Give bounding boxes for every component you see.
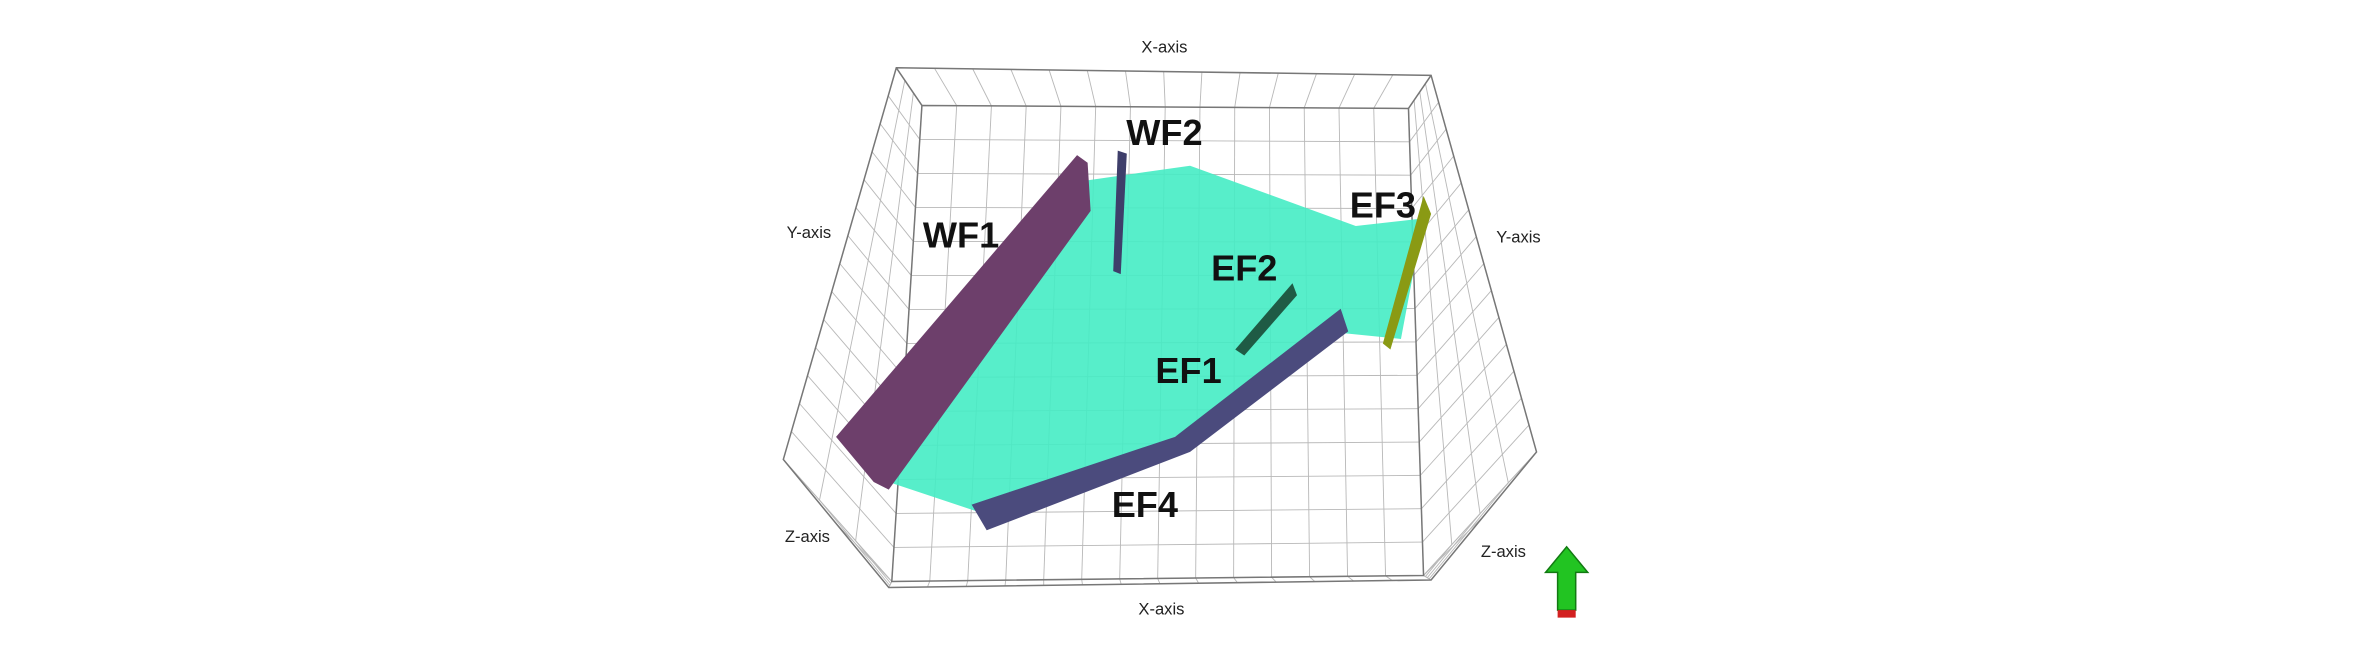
grid-line: [1199, 72, 1203, 108]
grid-line: [1309, 576, 1316, 582]
grid-line: [893, 541, 1423, 548]
grid-line: [1233, 577, 1238, 583]
grid-line: [1421, 397, 1522, 510]
grid-line: [799, 403, 897, 514]
grid-line: [1423, 451, 1537, 576]
fault-label: EF2: [1211, 248, 1277, 289]
fault-ef3: [1382, 195, 1432, 350]
grid-line: [1385, 575, 1393, 581]
grid-line: [1163, 71, 1166, 107]
grid-line: [1195, 577, 1200, 584]
grid-line: [1157, 578, 1161, 584]
grid-line: [1010, 69, 1027, 107]
box-edge: [895, 67, 923, 106]
grid-line: [1423, 515, 1485, 576]
grid-line: [1119, 578, 1122, 585]
grid-line: [1373, 74, 1394, 109]
grid-line: [934, 68, 958, 106]
box-edge: [1407, 74, 1432, 109]
grid-line: [1271, 576, 1277, 583]
y-axis-label: Y-axis: [1496, 227, 1541, 246]
grid-line: [1410, 128, 1447, 176]
grid-line: [1086, 70, 1097, 107]
grid-line: [782, 459, 893, 582]
grid-line: [887, 95, 921, 140]
fault-label: WF2: [1126, 112, 1202, 153]
z-axis-label: Z-axis: [1481, 542, 1526, 561]
grid-line: [839, 263, 908, 344]
grid-line: [1234, 72, 1241, 108]
z-axis-label: Z-axis: [785, 527, 830, 546]
arrow-up: [1543, 545, 1590, 611]
grid-line: [1417, 317, 1500, 409]
grid-line: [1416, 290, 1492, 376]
scene: X-axis X-axis Y-axis Y-axis Z-axis Z-axi…: [782, 38, 1590, 618]
grid-line: [1081, 579, 1083, 585]
grid-line: [871, 151, 916, 208]
grid-line: [1125, 70, 1131, 107]
grid-line: [831, 291, 906, 378]
grid-line: [791, 431, 895, 548]
horizon-surface: [843, 165, 1424, 513]
grid-line: [927, 580, 931, 588]
fault-ef4-ef1: [971, 308, 1349, 531]
grid-line: [1413, 209, 1470, 276]
grid-line: [1338, 74, 1356, 109]
fault-label: EF1: [1155, 350, 1221, 391]
fault-wf2: [1113, 150, 1127, 275]
grid-line: [888, 581, 893, 588]
grid-line: [847, 235, 910, 310]
grid-line: [863, 179, 914, 242]
fault-label: EF3: [1350, 184, 1416, 225]
x-axis-label: X-axis: [1141, 38, 1187, 57]
grid-line: [1419, 370, 1515, 476]
grid-line: [919, 138, 1410, 143]
grid-line: [1411, 155, 1455, 209]
grid-line: [1414, 236, 1477, 309]
grid-line: [1303, 73, 1317, 108]
grid-line: [855, 207, 912, 276]
grid-line: [1415, 263, 1485, 343]
grid-line: [879, 123, 918, 174]
fault-wf1: [836, 155, 1091, 490]
grid-line: [1418, 344, 1507, 443]
grid-line: [965, 580, 969, 587]
grid-line: [835, 523, 893, 582]
x-axis-label: X-axis: [1138, 599, 1184, 618]
grid-line: [1347, 575, 1354, 582]
fault-label: WF1: [923, 215, 999, 256]
grid-line: [1422, 424, 1530, 543]
fault-ef2: [1235, 283, 1298, 356]
orientation-arrow: [1543, 545, 1590, 618]
grid-line: [972, 68, 992, 107]
grid-line: [1409, 101, 1439, 143]
grid-line: [1423, 575, 1432, 581]
grid-line: [1269, 73, 1279, 108]
fault-label: EF4: [1112, 484, 1178, 525]
grid-line: [1004, 580, 1007, 586]
grid-line: [1048, 69, 1062, 107]
arrow-base: [1557, 610, 1576, 618]
y-axis-label: Y-axis: [787, 223, 832, 242]
